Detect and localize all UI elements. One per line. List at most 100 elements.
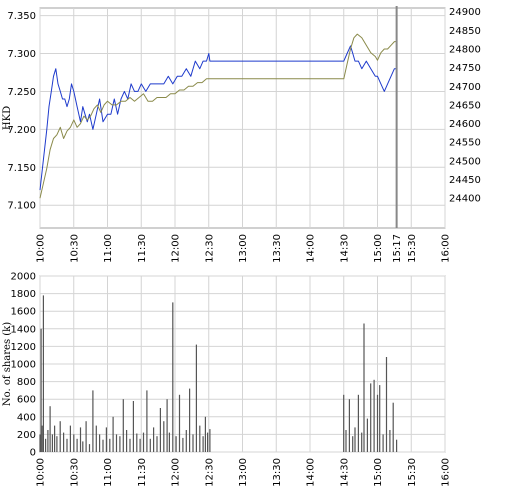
volume-bar (45, 438, 47, 452)
price-series-layer (39, 33, 397, 199)
volume-bar (366, 418, 368, 452)
volume-bar (189, 388, 191, 452)
volume-bar (373, 379, 375, 452)
volume-bar (396, 439, 398, 452)
volume-time-axis-ticks: 10:00 10:30 11:00 11:30 12:00 12:30 13:00 13:30… (36, 458, 452, 487)
price-left-axis-ticks: 7.100 7.150 7.200 7.250 7.300 7.350 (7, 11, 36, 212)
index-y-tick-label: 24850 (449, 26, 481, 37)
volume-bar (105, 427, 107, 452)
volume-bar (185, 430, 187, 452)
price-x-tick-label: 14:00 (306, 234, 317, 263)
volume-bar (345, 430, 347, 452)
volume-y-tick-label: 200 (17, 430, 36, 441)
volume-bar (49, 406, 51, 452)
price-y-tick-label: 7.100 (7, 201, 36, 212)
volume-bar (172, 302, 174, 452)
volume-bar (95, 425, 97, 452)
volume-bar (156, 436, 158, 452)
index-y-tick-label: 24750 (449, 63, 481, 74)
volume-bar (343, 394, 345, 452)
price-x-tick-label: 10:00 (36, 234, 47, 263)
volume-bar (47, 430, 49, 452)
volume-y-tick-label: 1200 (11, 342, 36, 353)
volume-bar (85, 421, 87, 452)
price-x-tick-label: 15:30 (407, 234, 418, 263)
price-y-axis-title: HKD (2, 106, 13, 130)
volume-bar (352, 436, 354, 452)
volume-bar (159, 408, 161, 452)
volume-bar (142, 432, 145, 452)
price-x-tick-label: 12:00 (171, 234, 182, 263)
price-x-tick-label: 12:30 (204, 234, 215, 263)
volume-bar (363, 323, 365, 452)
volume-bar (178, 394, 181, 452)
volume-bar (122, 399, 124, 452)
volume-bar (202, 436, 204, 452)
volume-bar (146, 390, 148, 452)
price-line (39, 45, 397, 191)
volume-bar (92, 390, 94, 452)
price-y-tick-label: 7.350 (7, 11, 36, 22)
volume-bar (56, 436, 58, 452)
volume-y-tick-label: 800 (17, 377, 36, 388)
volume-bar (166, 399, 168, 452)
index-y-tick-label: 24900 (449, 7, 481, 18)
price-x-tick-label: 13:00 (238, 234, 249, 263)
volume-bar (126, 430, 128, 452)
volume-bar (382, 434, 384, 452)
volume-bar (361, 432, 363, 452)
volume-x-tick-label: 14:30 (339, 458, 350, 487)
volume-y-tick-label: 0 (30, 448, 36, 459)
volume-y-tick-label: 1800 (11, 289, 36, 300)
index-right-axis-ticks: 24400 24450 24500 24550 24600 24650 24700 24750… (449, 7, 481, 204)
volume-bar (153, 427, 155, 452)
price-y-tick-label: 7.300 (7, 49, 36, 60)
volume-bar (39, 434, 41, 452)
volume-bar (357, 394, 359, 452)
price-x-tick-label: 10:30 (69, 234, 80, 263)
volume-bar (82, 441, 84, 452)
volume-bar (348, 399, 350, 452)
index-y-tick-label: 24400 (449, 194, 481, 205)
volume-bar (376, 394, 379, 452)
volume-bar (175, 436, 177, 452)
volume-bar (109, 438, 111, 452)
volume-bar (136, 433, 138, 452)
price-chart: 7.100 7.150 7.200 7.250 7.300 7.350 24400 2445… (2, 6, 481, 263)
volume-bar (195, 344, 197, 452)
volume-x-tick-label: 12:00 (171, 458, 182, 487)
volume-bar (40, 328, 42, 452)
volume-x-tick-label: 13:00 (238, 458, 249, 487)
volume-bar (63, 432, 65, 452)
volume-x-tick-label: 11:00 (103, 458, 114, 487)
volume-bar-layer (39, 295, 398, 452)
volume-bar (129, 438, 131, 452)
volume-x-tick-label: 11:30 (137, 458, 148, 487)
volume-x-tick-label: 10:30 (69, 458, 80, 487)
volume-y-tick-label: 1400 (11, 324, 36, 335)
volume-x-tick-label: 14:00 (306, 458, 317, 487)
volume-bar (192, 434, 194, 452)
volume-bar (79, 427, 82, 452)
volume-bar (73, 434, 75, 452)
volume-bar (149, 438, 151, 452)
volume-bar (209, 429, 211, 452)
volume-bar (76, 438, 78, 452)
index-y-tick-label: 24600 (449, 119, 481, 130)
volume-y-tick-label: 400 (17, 412, 36, 423)
volume-x-tick-label: 15:00 (373, 458, 384, 487)
volume-y-axis-title: No. of shares (k) (2, 322, 13, 406)
price-y-tick-label: 7.250 (7, 87, 36, 98)
volume-y-axis-ticks: 0 200 400 600 800 1000 1200 1400 1600 1800 2000 (11, 272, 36, 459)
volume-bar (354, 427, 356, 452)
volume-x-tick-label: 13:30 (272, 458, 283, 487)
index-y-tick-label: 24700 (449, 82, 481, 93)
volume-bar (139, 438, 141, 452)
price-x-tick-label: 13:30 (272, 234, 283, 263)
volume-bar (51, 434, 53, 452)
price-y-tick-label: 7.200 (7, 125, 36, 136)
index-y-tick-label: 24450 (449, 175, 481, 186)
index-line (39, 33, 397, 199)
volume-bar (392, 402, 394, 452)
